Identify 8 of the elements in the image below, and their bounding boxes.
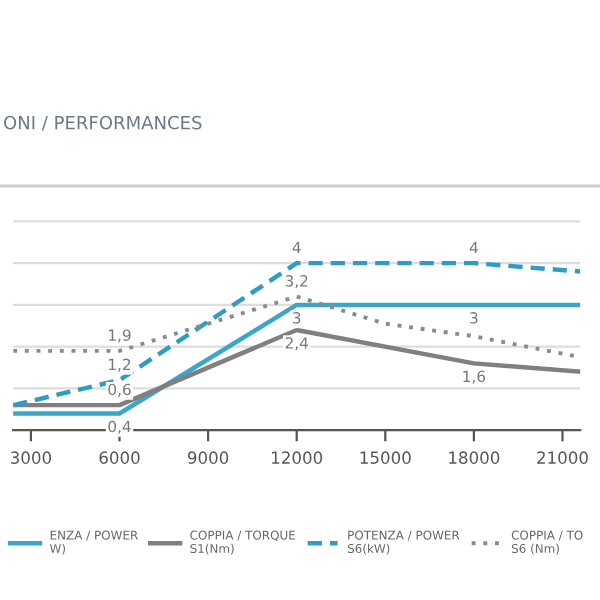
x-tick-label: 12000 [272, 451, 323, 464]
x-tick-label: 9000 [187, 451, 229, 464]
x-tick-label: 21000 [537, 451, 588, 464]
x-tick-label: 6000 [99, 451, 140, 464]
x-tick-label: 15000 [360, 451, 411, 464]
x-tick-label: 3000 [10, 451, 52, 464]
x-tick-label: 18000 [449, 451, 500, 464]
chart-title: ONI / PERFORMANCES [4, 115, 202, 131]
